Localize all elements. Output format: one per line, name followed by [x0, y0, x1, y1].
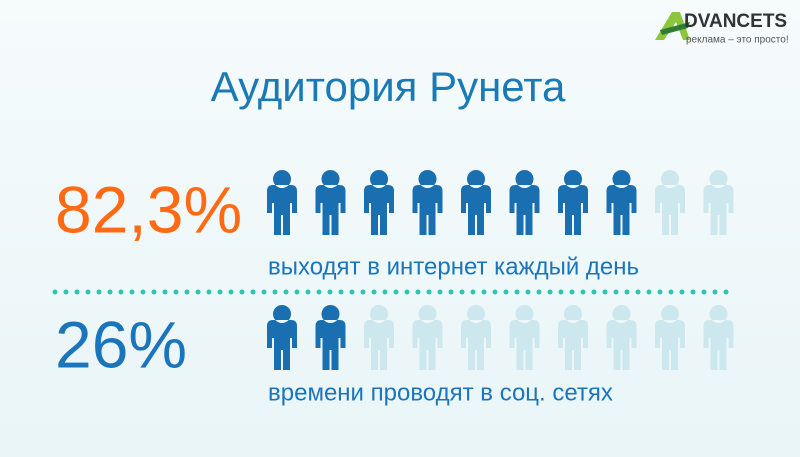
person-icon: [703, 305, 734, 370]
person-icon: [267, 170, 297, 235]
stat-caption: времени проводят в соц. сетях: [268, 379, 613, 406]
person-icon: [461, 170, 491, 235]
person-icon: [606, 170, 637, 235]
person-icon: [315, 305, 346, 370]
person-icon: [461, 305, 491, 370]
person-icon: [315, 170, 346, 235]
person-icon: [364, 170, 394, 235]
stat-label: 26%: [55, 307, 187, 381]
person-icon: [655, 170, 685, 235]
person-icon: [558, 305, 588, 370]
person-icon: [509, 305, 540, 370]
logo: DVANCETS реклама – это просто!: [655, 11, 789, 46]
logo-arrow: [660, 22, 690, 35]
person-icon: [412, 305, 443, 370]
person-icon: [558, 170, 588, 235]
person-icon: [267, 305, 297, 370]
logo-slogan: реклама – это просто!: [686, 35, 789, 46]
person-icon: [364, 305, 394, 370]
person-icon: [412, 170, 443, 235]
logo-name: DVANCETS: [684, 11, 787, 32]
stat-caption: выходят в интернет каждый день: [268, 253, 639, 280]
person-icon: [606, 305, 637, 370]
title: Аудитория Рунета: [211, 63, 566, 110]
person-icon: [703, 170, 734, 235]
stat-label: 82,3%: [55, 172, 242, 246]
person-icon: [509, 170, 540, 235]
person-icon: [655, 305, 685, 370]
